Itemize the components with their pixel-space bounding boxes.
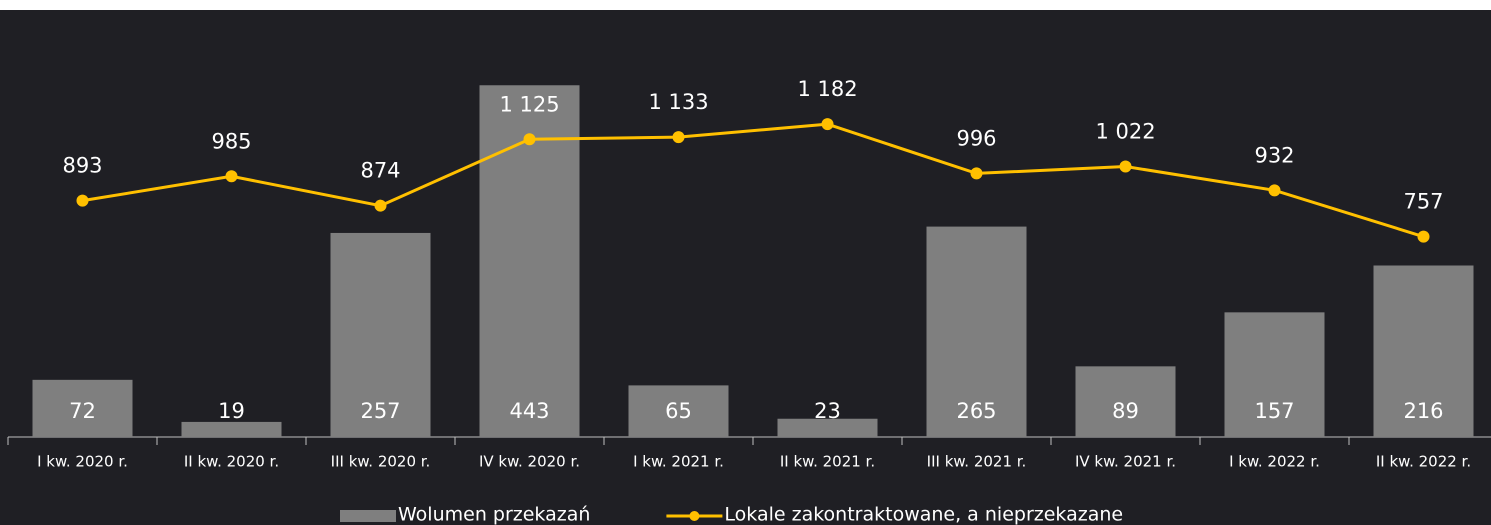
legend-label: Lokale zakontraktowane, a nieprzekazane xyxy=(724,504,1123,525)
bar-value-label: 265 xyxy=(956,399,996,423)
legend-swatch xyxy=(689,511,699,521)
x-tick-label: II kw. 2022 r. xyxy=(1376,453,1471,471)
bar xyxy=(182,422,282,437)
legend-swatch xyxy=(340,510,396,522)
x-tick-label: II kw. 2020 r. xyxy=(184,453,279,471)
chart: I kw. 2020 r. II kw. 2020 r. III kw. 2020 … xyxy=(0,0,1491,525)
line-value-label: 932 xyxy=(1254,143,1294,167)
x-tick-label: IV kw. 2021 r. xyxy=(1075,453,1176,471)
bar-value-label: 257 xyxy=(360,399,400,423)
bar-value-label: 23 xyxy=(814,399,841,423)
bar-value-label: 157 xyxy=(1254,399,1294,423)
line-value-label: 996 xyxy=(956,126,996,150)
line-value-label: 874 xyxy=(360,159,400,183)
line-point xyxy=(524,133,536,145)
x-tick-label: II kw. 2021 r. xyxy=(780,453,875,471)
line-value-label: 893 xyxy=(62,154,102,178)
x-tick-label: I kw. 2022 r. xyxy=(1229,453,1320,471)
line-point xyxy=(971,167,983,179)
bar-value-label: 19 xyxy=(218,399,245,423)
line-value-label: 1 182 xyxy=(797,77,857,101)
bar-value-label: 216 xyxy=(1403,399,1443,423)
line-point xyxy=(226,170,238,182)
line-point xyxy=(673,131,685,143)
line-point xyxy=(822,118,834,130)
x-tick-label: III kw. 2020 r. xyxy=(331,453,431,471)
x-tick-label: IV kw. 2020 r. xyxy=(479,453,580,471)
bar-value-label: 443 xyxy=(509,399,549,423)
line-point xyxy=(1418,231,1430,243)
legend-label: Wolumen przekazań xyxy=(398,504,590,525)
line-value-label: 1 022 xyxy=(1095,120,1155,144)
line-point xyxy=(77,195,89,207)
line-value-label: 1 133 xyxy=(648,90,708,114)
bar-value-label: 72 xyxy=(69,399,96,423)
x-tick-label: I kw. 2020 r. xyxy=(37,453,128,471)
line-value-label: 757 xyxy=(1403,190,1443,214)
line-point xyxy=(375,200,387,212)
x-tick-label: I kw. 2021 r. xyxy=(633,453,724,471)
background xyxy=(0,10,1491,525)
line-point xyxy=(1269,184,1281,196)
line-value-label: 1 125 xyxy=(499,92,559,116)
x-tick-label: III kw. 2021 r. xyxy=(927,453,1027,471)
bar-value-label: 89 xyxy=(1112,399,1139,423)
bar-value-label: 65 xyxy=(665,399,692,423)
line-point xyxy=(1120,161,1132,173)
line-value-label: 985 xyxy=(211,129,251,153)
